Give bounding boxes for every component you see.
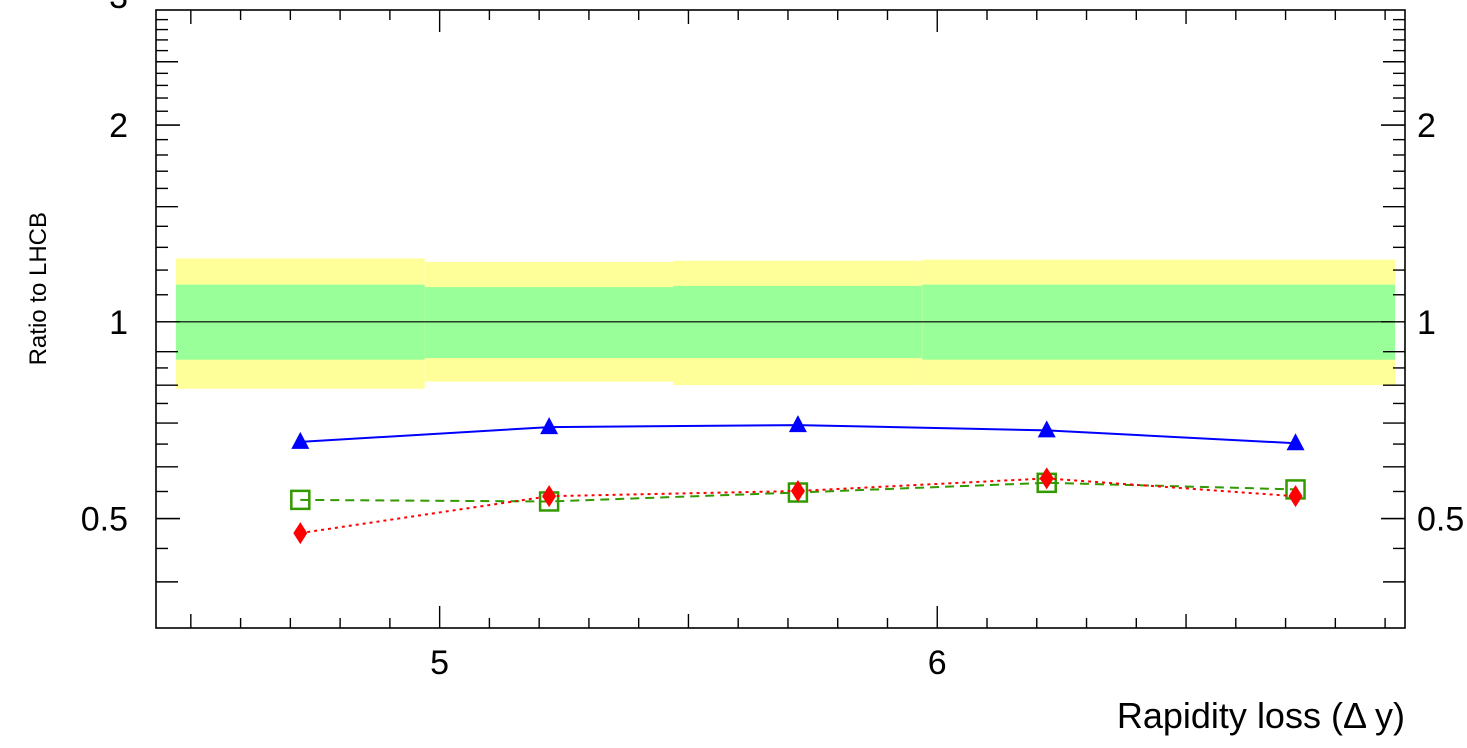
series-2-point-1: [542, 485, 557, 508]
series-2-point-4: [1288, 485, 1303, 508]
axis-ticks: [156, 10, 1405, 628]
y-tick-label-right: 1: [1417, 304, 1436, 342]
y-tick-label-left: 1: [109, 304, 128, 342]
y-tick-label-right: 0.5: [1417, 501, 1464, 539]
series-0-point-0: [291, 431, 310, 449]
plot-frame: [155, 9, 1406, 629]
series-1-point-0: [290, 489, 311, 511]
series-2-point-3: [1039, 467, 1054, 490]
x-axis-title: Rapidity loss (Δ y): [1117, 695, 1405, 736]
series-0-point-1: [540, 417, 559, 435]
x-tick-label: 6: [928, 644, 947, 682]
y-tick-label-left: 0.5: [81, 501, 128, 539]
series-2-point-0: [293, 522, 308, 545]
top-clipped-tick-label: 3: [109, 0, 128, 16]
y-tick-label-right: 2: [1417, 107, 1436, 145]
series-2-point-2: [790, 479, 805, 502]
tick-labels: 5 6 0.5 0.5 1 1 2 2: [81, 107, 1465, 682]
y-axis-title: Ratio to LHCB: [25, 212, 52, 365]
x-tick-label: 5: [430, 644, 449, 682]
data-series: [290, 415, 1306, 545]
series-0-point-2: [788, 415, 807, 433]
y-tick-label-left: 2: [109, 107, 128, 145]
series-0-point-4: [1286, 433, 1305, 451]
series-0-point-3: [1037, 420, 1056, 438]
uncertainty-bands: [175, 258, 1396, 389]
inner-band-1: [424, 287, 674, 359]
